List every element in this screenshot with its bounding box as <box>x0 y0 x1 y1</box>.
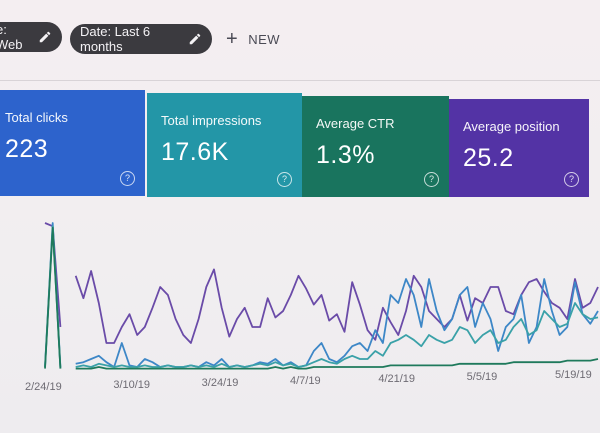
help-icon[interactable]: ? <box>120 171 135 186</box>
date-filter-chip[interactable]: Date: Last 6 months <box>70 24 212 54</box>
metric-value: 1.3% <box>316 141 375 169</box>
filter-bar: e: Web Date: Last 6 months + NEW <box>0 0 600 80</box>
metric-value: 17.6K <box>161 138 229 166</box>
plus-icon: + <box>226 28 239 50</box>
help-icon[interactable]: ? <box>277 172 292 187</box>
x-tick-label: 3/24/19 <box>202 377 239 389</box>
x-tick-label: 5/19/19 <box>555 369 592 381</box>
edit-pencil-icon[interactable] <box>188 31 202 47</box>
metric-value: 25.2 <box>463 144 514 172</box>
metric-card-total-impressions[interactable]: Total impressions 17.6K ? <box>147 93 302 197</box>
metric-label: Total impressions <box>161 113 262 128</box>
x-tick-label: 3/10/19 <box>113 379 150 391</box>
help-icon[interactable]: ? <box>564 172 579 187</box>
new-filter-button[interactable]: + NEW <box>226 28 281 50</box>
search-type-filter-chip[interactable]: e: Web <box>0 22 62 52</box>
divider <box>0 80 600 81</box>
x-axis-ticks: 2/24/19 3/10/19 3/24/19 4/7/19 4/21/19 5/5/19… <box>25 369 592 393</box>
metric-label: Average CTR <box>316 116 395 131</box>
metric-card-average-ctr[interactable]: Average CTR 1.3% ? <box>302 96 449 197</box>
metric-value: 223 <box>5 135 49 163</box>
metric-card-total-clicks[interactable]: Total clicks 223 ? <box>0 90 145 196</box>
metric-label: Average position <box>463 119 560 134</box>
series-line-3 <box>44 226 599 370</box>
help-icon[interactable]: ? <box>424 172 439 187</box>
metric-label: Total clicks <box>5 110 68 125</box>
performance-line-chart[interactable]: 2/24/19 3/10/19 3/24/19 4/7/19 4/21/19 5/5/19… <box>0 200 600 433</box>
search-type-filter-label: e: Web <box>0 22 23 52</box>
x-tick-label: 4/21/19 <box>378 373 415 385</box>
new-filter-label: NEW <box>248 31 281 47</box>
metric-card-average-position[interactable]: Average position 25.2 ? <box>449 99 589 197</box>
x-tick-label: 4/7/19 <box>290 375 321 387</box>
edit-pencil-icon[interactable] <box>38 29 52 45</box>
x-tick-label: 2/24/19 <box>25 381 62 393</box>
x-tick-label: 5/5/19 <box>467 371 498 383</box>
date-filter-label: Date: Last 6 months <box>80 24 151 54</box>
series-layer <box>44 222 599 370</box>
